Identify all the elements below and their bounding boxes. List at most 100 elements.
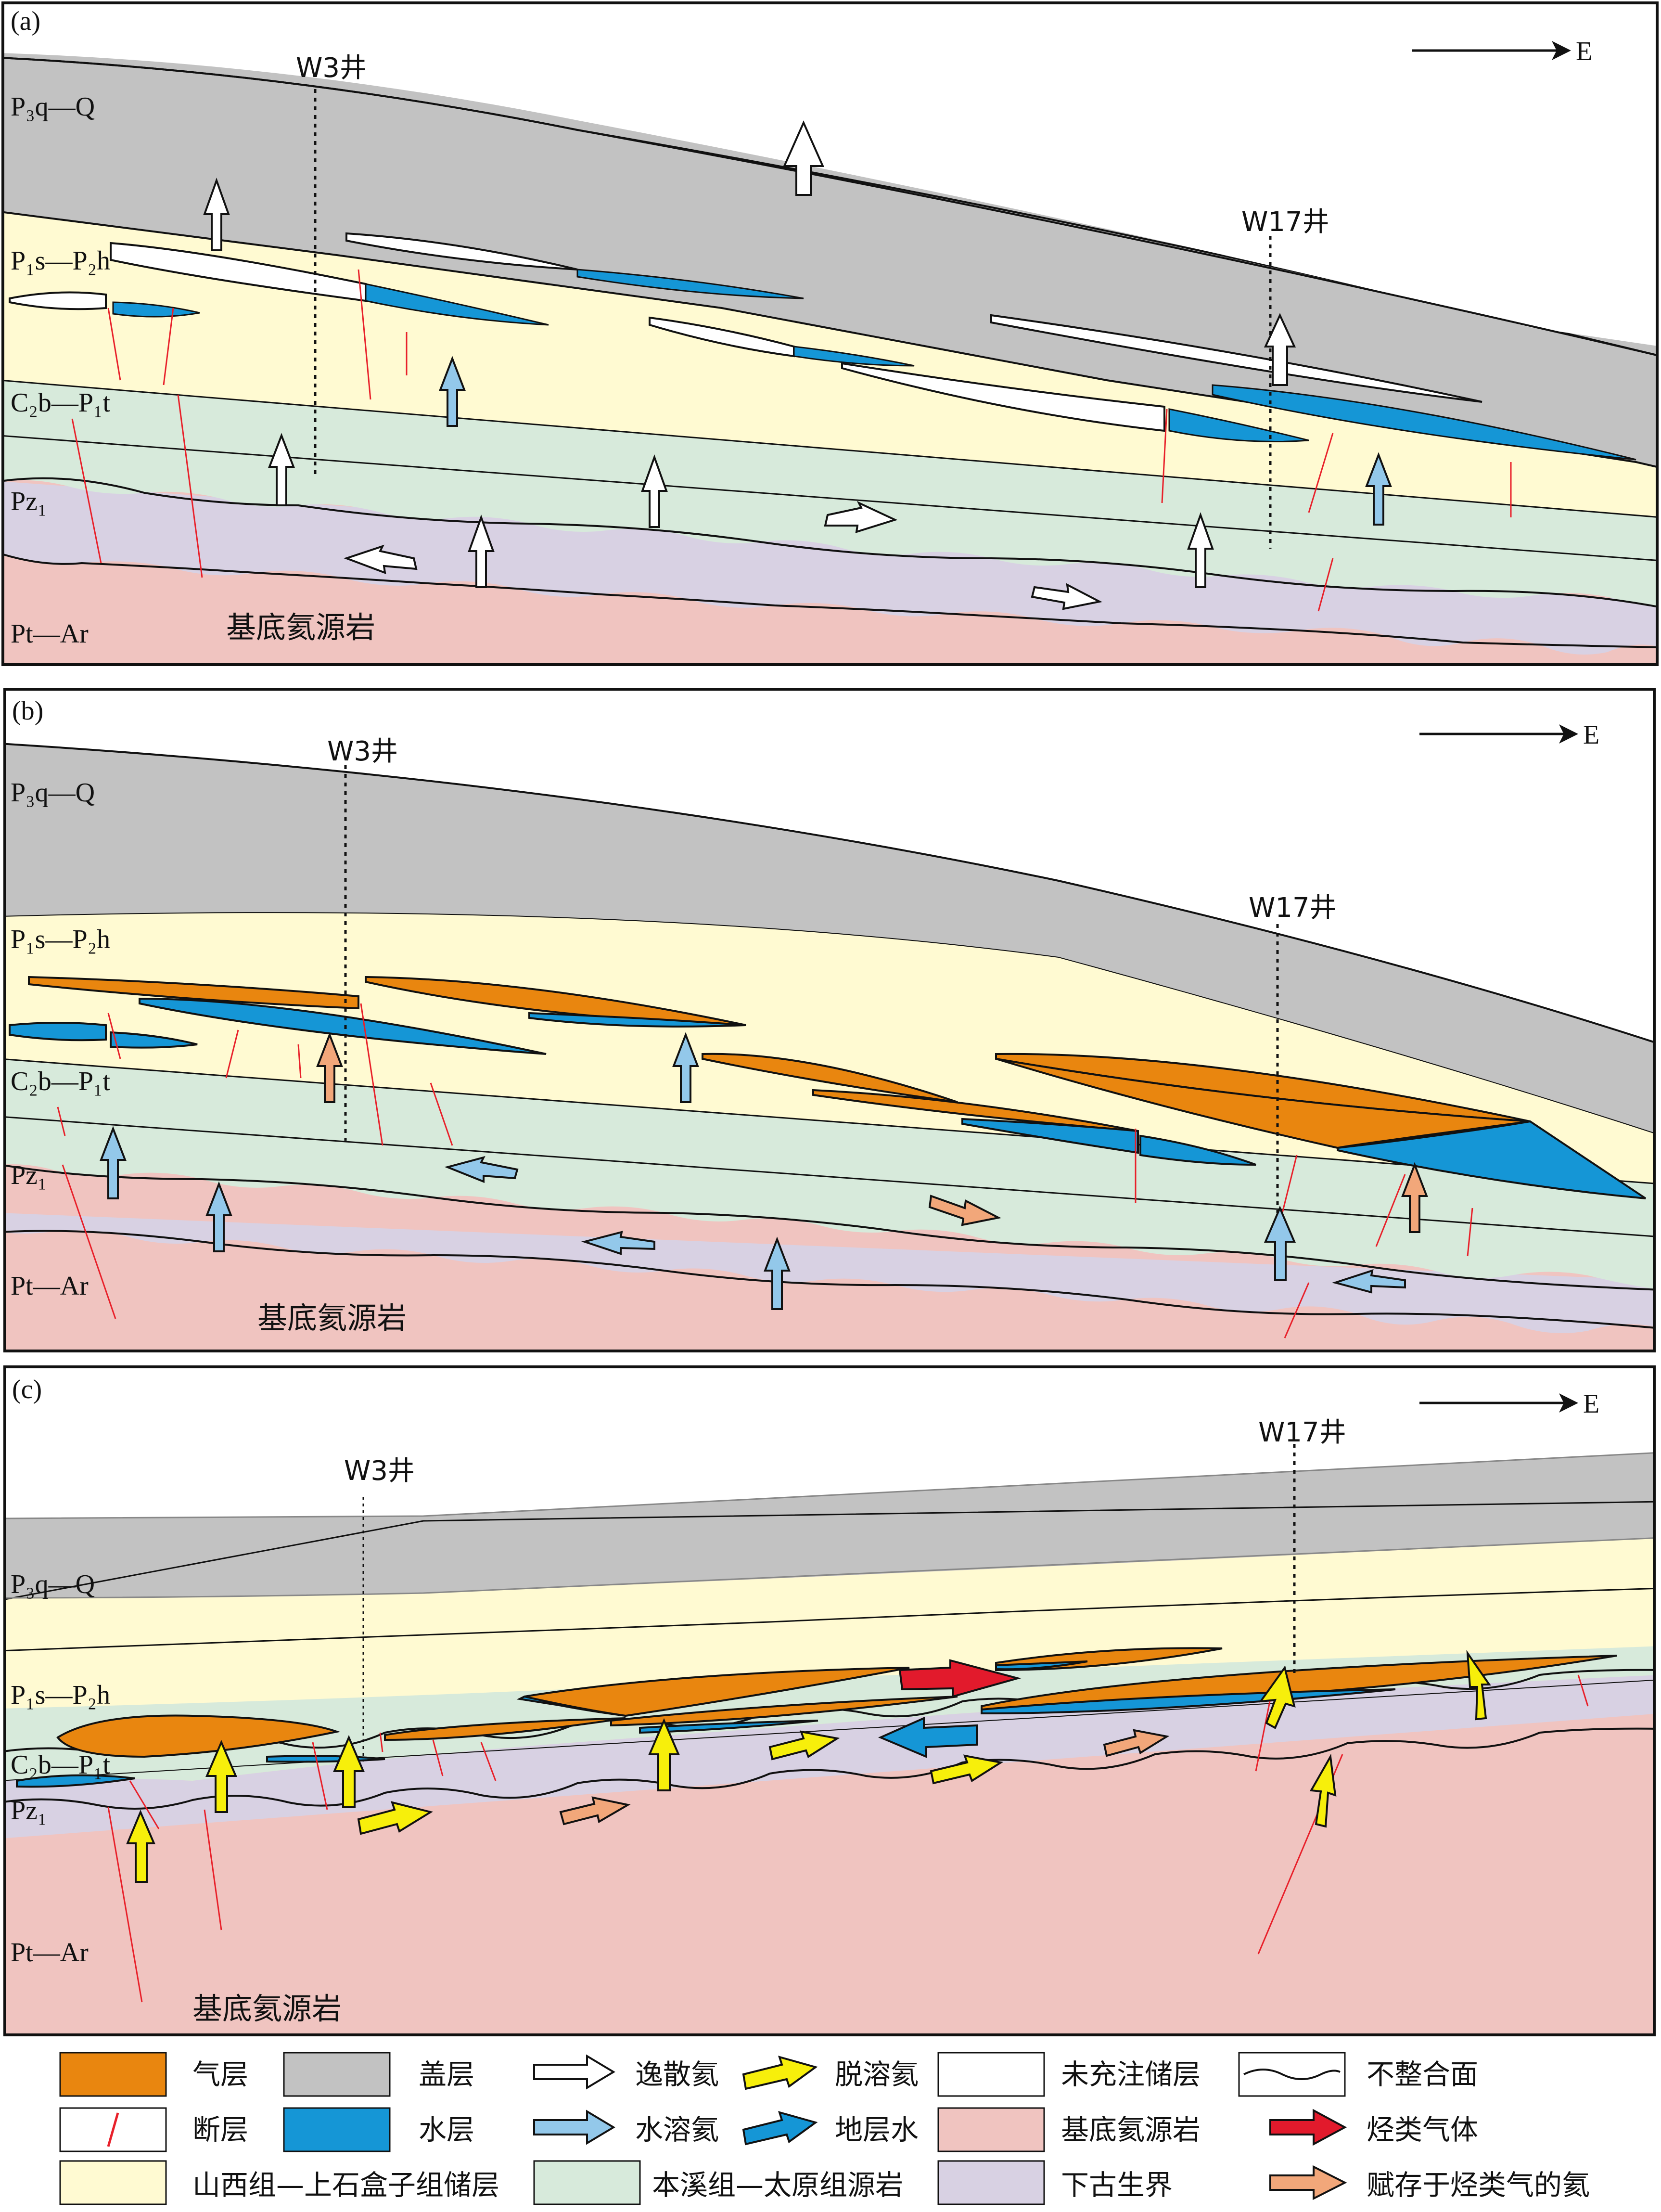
cap-swatch bbox=[283, 2052, 391, 2097]
white-arrow-icons bbox=[203, 120, 1296, 610]
panel-c-frame bbox=[3, 1365, 1656, 2036]
legend-label: 赋存于烃类气的氦 bbox=[1367, 2169, 1590, 2201]
water-lens bbox=[1337, 1120, 1647, 1199]
basement-swatch bbox=[937, 2107, 1045, 2152]
reservoir-layer bbox=[5, 1588, 1654, 1709]
water-lens bbox=[365, 283, 549, 326]
water-lens bbox=[793, 346, 915, 367]
cap-layer-label: P₃q—Q bbox=[11, 1569, 95, 1599]
legend-label: 未充注储层 bbox=[1061, 2058, 1201, 2091]
pz1-layer-label: Pz₁ bbox=[11, 1796, 47, 1826]
water-lens bbox=[516, 1695, 626, 1717]
basement-layer-label: Pt—Ar bbox=[11, 1938, 89, 1968]
source-layer bbox=[3, 380, 1657, 607]
panel-b-frame bbox=[3, 688, 1656, 1352]
dissolved-arrow-icons bbox=[100, 1032, 1406, 1310]
legend: 气层 盖层 逸散氦 脱溶氦 未充注储层 不整合面 断层 水层 水溶氦 地层水 基… bbox=[59, 2052, 1590, 2205]
formation-water-arrow-icon bbox=[878, 1716, 978, 1759]
pz1-layer-label: Pz₁ bbox=[11, 1160, 47, 1190]
source-layer-label: C₂b—P₁t bbox=[11, 1750, 111, 1780]
cap-layer-label: P₃q—Q bbox=[11, 778, 95, 808]
well-w3-label: W3井 bbox=[327, 736, 398, 767]
water-lens bbox=[961, 1118, 1139, 1154]
orange-arrow-icon bbox=[1269, 2165, 1347, 2200]
water-lens bbox=[110, 1031, 198, 1049]
blue-arrow-icon bbox=[742, 2111, 818, 2146]
legend-label: 盖层 bbox=[419, 2058, 474, 2091]
reservoir-internal-line bbox=[5, 1587, 1654, 1652]
pz1-layer-label: Pz₁ bbox=[11, 487, 47, 516]
water-lens bbox=[266, 1755, 385, 1763]
water-lens bbox=[1212, 384, 1636, 461]
legend-label: 基底氦源岩 bbox=[1061, 2113, 1201, 2146]
dissolved-arrow-icons bbox=[439, 356, 1392, 526]
unfilled-lens bbox=[990, 314, 1482, 403]
legend-label: 本溪组—太原组源岩 bbox=[652, 2169, 903, 2201]
water-lens bbox=[995, 1660, 1088, 1671]
exsolved-arrow-icons bbox=[126, 1649, 1491, 1883]
cap-layer-label: P₃q—Q bbox=[11, 92, 95, 122]
reservoir-layer-label: P₁s—P₂h bbox=[11, 1680, 110, 1710]
unconformity-line bbox=[5, 1164, 1654, 1291]
pz-swatch bbox=[937, 2160, 1045, 2205]
gas-lens bbox=[28, 976, 359, 1010]
water-swatch bbox=[283, 2107, 391, 2152]
gas-helium-arrow-icons bbox=[559, 1729, 1170, 1826]
water-lens bbox=[9, 1022, 107, 1042]
east-label: E bbox=[1583, 1389, 1599, 1419]
unfilled-lens bbox=[841, 362, 1165, 432]
water-lens bbox=[1168, 408, 1309, 442]
basement-layer-label: Pt—Ar bbox=[11, 619, 89, 649]
legend-label: 不整合面 bbox=[1367, 2058, 1478, 2091]
water-lens bbox=[16, 1774, 135, 1788]
legend-label: 下古生界 bbox=[1061, 2169, 1173, 2201]
panel-tag: (a) bbox=[11, 6, 40, 36]
reservoir-layer-label: P₁s—P₂h bbox=[11, 925, 110, 954]
source-layer-label: C₂b—P₁t bbox=[11, 1067, 111, 1096]
well-w3-label: W3井 bbox=[296, 52, 367, 84]
basement-caption: 基底氦源岩 bbox=[257, 1300, 407, 1336]
legend-label: 逸散氦 bbox=[635, 2058, 719, 2091]
fault-lines bbox=[57, 1003, 1473, 1338]
well-w17-label: W17井 bbox=[1249, 892, 1337, 924]
red-arrow-icon bbox=[1269, 2109, 1347, 2146]
sky-area bbox=[5, 689, 1654, 1042]
gas-swatch bbox=[59, 2052, 167, 2097]
basement-unconformity bbox=[5, 1230, 1654, 1329]
gas-lens bbox=[610, 1696, 958, 1727]
panel-tag: (c) bbox=[12, 1375, 42, 1404]
cap-top-line bbox=[5, 743, 1654, 1043]
source-top-boundary bbox=[5, 1058, 1654, 1184]
cap-top-line bbox=[3, 57, 1657, 357]
reservoir-swatch bbox=[59, 2160, 167, 2205]
well-w17-label: W17井 bbox=[1258, 1417, 1346, 1448]
east-label: E bbox=[1576, 37, 1592, 66]
source-internal-boundary bbox=[5, 1116, 1654, 1237]
panel-a-frame bbox=[1, 1, 1659, 666]
legend-label: 烃类气体 bbox=[1367, 2113, 1478, 2146]
well-w3-label: W3井 bbox=[344, 1455, 415, 1487]
unconformity-line bbox=[3, 477, 1657, 608]
panel-b: (b) E W3井 W17井 P₃q—Q P₁s—P₂h C₂b—P₁t Pz₁… bbox=[3, 688, 1656, 1352]
water-lens bbox=[576, 269, 804, 299]
panel-tag: (b) bbox=[12, 696, 43, 726]
panel-a: (a) E W3井 W17井 P₃q—Q P₁s—P₂h C₂b—P₁t Pz₁… bbox=[1, 1, 1659, 666]
water-lens bbox=[112, 301, 200, 318]
pz1-layer bbox=[3, 481, 1657, 655]
basement-caption: 基底氦源岩 bbox=[226, 610, 375, 645]
yellow-arrow-icon bbox=[742, 2056, 818, 2090]
cap-layer bbox=[5, 1453, 1654, 1598]
wavy-line-icon bbox=[1238, 2052, 1346, 2097]
pz1-layer bbox=[5, 1213, 1654, 1333]
reservoir-layer-label: P₁s—P₂h bbox=[11, 246, 110, 276]
source-layer-label: C₂b—P₁t bbox=[11, 388, 111, 418]
cap-top-line bbox=[5, 1452, 1654, 1519]
well-w17-label: W17井 bbox=[1241, 206, 1329, 238]
lightblue-arrow-icon bbox=[533, 2109, 615, 2145]
gas-lens bbox=[56, 1714, 341, 1758]
basement-unconformity bbox=[5, 1727, 1654, 1810]
source-swatch bbox=[533, 2160, 641, 2205]
gas-helium-arrow-icons bbox=[316, 1032, 1428, 1233]
east-arrow-icon bbox=[1419, 1393, 1578, 1413]
